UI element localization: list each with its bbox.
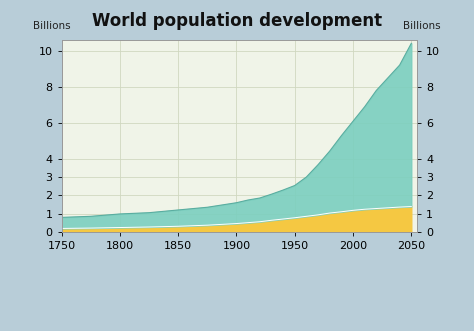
- Text: World population development: World population development: [92, 12, 382, 29]
- Text: Billions: Billions: [33, 22, 71, 31]
- Text: Billions: Billions: [403, 22, 441, 31]
